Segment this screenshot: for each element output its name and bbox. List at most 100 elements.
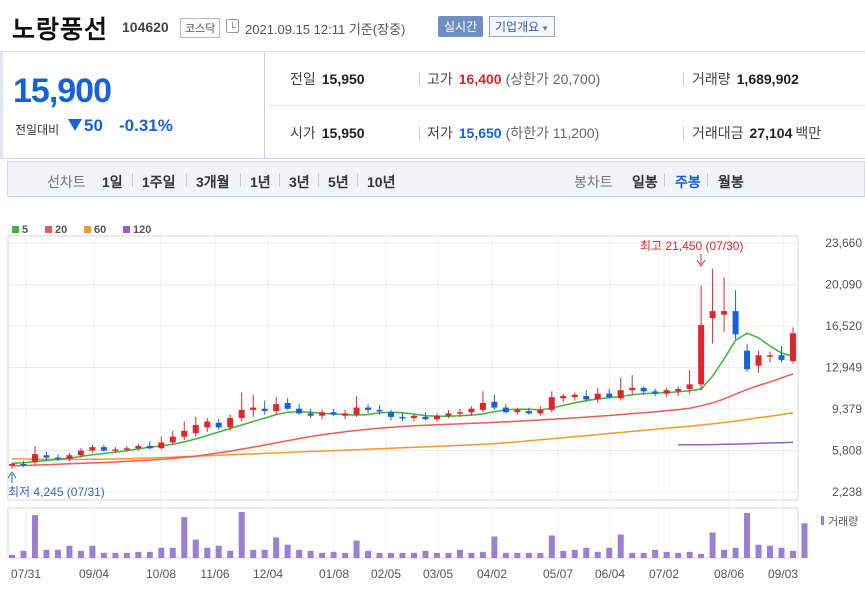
y-tick-label: 9,379: [832, 402, 862, 416]
candle-body: [31, 454, 38, 463]
separator: [683, 72, 684, 86]
prev-close: 전일 15,950: [290, 69, 365, 89]
ma20-line: [11, 373, 794, 467]
realtime-button[interactable]: 실시간: [438, 16, 484, 37]
change-value: 50: [84, 116, 103, 135]
candle-body: [192, 425, 199, 434]
current-price: 15,900: [13, 72, 112, 110]
separator: [132, 173, 133, 187]
ma5-line: [11, 332, 794, 465]
amount-unit: 백만: [795, 125, 822, 141]
period-1w[interactable]: 1주일: [142, 174, 176, 190]
volume-bar: [273, 537, 280, 558]
x-tick-label: 07/02: [649, 567, 679, 581]
volume-bar: [410, 552, 417, 558]
candle-body: [169, 436, 176, 443]
volume-legend-swatch: [821, 516, 824, 525]
price-panel: 15,900 전일대비 50 -0.31% 전일 15,950 고가 16,400(…: [0, 52, 865, 159]
y-tick-label: 23,660: [825, 236, 862, 250]
candle-daily[interactable]: 일봉: [632, 174, 658, 190]
volume-value: 1,689,902: [736, 71, 799, 87]
volume-bar: [583, 547, 590, 558]
separator: [318, 173, 319, 187]
candle-body: [778, 355, 785, 360]
candle-body: [9, 463, 15, 466]
volume-bar: [594, 551, 601, 558]
open-label: 시가: [290, 125, 316, 141]
low-value: 15,650: [458, 125, 502, 141]
candle-body: [273, 404, 280, 412]
volume-bar: [100, 552, 107, 558]
period-3y[interactable]: 3년: [289, 174, 310, 190]
x-tick-label: 09/03: [768, 567, 798, 581]
trade-amount: 거래대금 27,104 백만: [692, 123, 821, 143]
separator: [683, 126, 684, 140]
period-5y[interactable]: 5년: [328, 174, 349, 190]
candle-body: [790, 333, 796, 362]
legend-ma120: 120: [123, 224, 151, 236]
separator: [186, 173, 187, 187]
volume-bar: [502, 552, 509, 558]
candle-body: [365, 407, 372, 410]
x-tick-label: 07/31: [11, 567, 41, 581]
volume-bar: [790, 550, 796, 558]
market-badge: 코스닥: [180, 18, 221, 38]
legend-swatch: [12, 226, 19, 233]
y-tick-label: 2,238: [832, 485, 862, 499]
prev-close-value: 15,950: [321, 71, 365, 87]
separator: [357, 173, 358, 187]
candle-weekly[interactable]: 주봉: [675, 174, 701, 190]
candle-body: [261, 408, 268, 412]
candle-body: [376, 409, 383, 412]
candle-body: [698, 325, 705, 385]
volume-bar: [537, 552, 544, 558]
volume-bar: [388, 552, 395, 558]
volume-bar: [560, 550, 567, 558]
period-10y[interactable]: 10년: [367, 174, 396, 190]
volume-bar: [112, 552, 119, 558]
x-tick-label: 10/08: [146, 567, 176, 581]
candle-monthly[interactable]: 월봉: [718, 174, 744, 190]
volume-bar: [456, 549, 463, 558]
company-overview-dropdown[interactable]: 기업개요 ▼: [489, 16, 556, 37]
volume-bar: [422, 550, 429, 558]
amount-value: 27,104: [749, 125, 793, 141]
volume-bar: [20, 550, 27, 558]
period-1y[interactable]: 1년: [250, 174, 271, 190]
volume-label: 거래량: [692, 71, 731, 87]
separator: [707, 173, 708, 187]
candle-body: [135, 445, 142, 449]
candle-body: [296, 408, 303, 414]
candle-body: [66, 455, 73, 459]
candle-body: [537, 409, 544, 414]
candle-body: [548, 397, 555, 410]
candle-body: [514, 409, 521, 413]
candle-body: [284, 402, 291, 409]
prev-compare-label: 전일대비: [15, 123, 60, 137]
divider: [268, 105, 865, 106]
volume-bar: [445, 552, 452, 558]
change-percent: -0.31%: [119, 116, 173, 135]
candle-body: [594, 393, 601, 400]
volume-bar: [250, 549, 257, 558]
x-tick-label: 02/05: [371, 567, 401, 581]
separator: [419, 126, 420, 140]
candle-body: [606, 393, 613, 398]
candle-body: [77, 450, 84, 456]
separator: [279, 173, 280, 187]
amount-label: 거래대금: [692, 125, 744, 141]
volume-bar: [468, 552, 475, 558]
period-1d[interactable]: 1일: [102, 174, 123, 190]
open-value: 15,950: [321, 125, 365, 141]
candle-body: [652, 391, 659, 394]
candle-body: [732, 311, 739, 335]
candle-body: [330, 412, 337, 415]
volume-bar: [296, 549, 303, 558]
candle-body: [755, 355, 762, 366]
stock-name: 노랑풍선: [12, 16, 109, 44]
candle-body: [560, 395, 567, 399]
period-3m[interactable]: 3개월: [196, 174, 230, 190]
candle-body: [663, 390, 670, 394]
volume-bar: [204, 547, 211, 558]
current-price-box: 15,900 전일대비 50 -0.31%: [0, 52, 265, 159]
